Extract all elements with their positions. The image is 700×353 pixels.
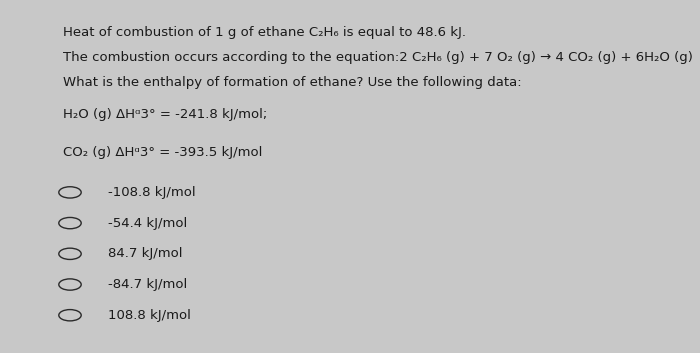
Text: What is the enthalpy of formation of ethane? Use the following data:: What is the enthalpy of formation of eth… <box>63 76 522 89</box>
Text: Heat of combustion of 1 g of ethane C₂H₆ is equal to 48.6 kJ.: Heat of combustion of 1 g of ethane C₂H₆… <box>63 26 466 40</box>
Text: -108.8 kJ/mol: -108.8 kJ/mol <box>108 186 196 199</box>
Text: -84.7 kJ/mol: -84.7 kJ/mol <box>108 278 188 291</box>
Text: CO₂ (g) ΔHᵅ3° = -393.5 kJ/mol: CO₂ (g) ΔHᵅ3° = -393.5 kJ/mol <box>63 146 262 160</box>
Text: 84.7 kJ/mol: 84.7 kJ/mol <box>108 247 183 260</box>
Text: H₂O (g) ΔHᵅ3° = -241.8 kJ/mol;: H₂O (g) ΔHᵅ3° = -241.8 kJ/mol; <box>63 108 267 121</box>
Text: -54.4 kJ/mol: -54.4 kJ/mol <box>108 217 188 229</box>
Text: 108.8 kJ/mol: 108.8 kJ/mol <box>108 309 191 322</box>
Text: The combustion occurs according to the equation:2 C₂H₆ (g) + 7 O₂ (g) → 4 CO₂ (g: The combustion occurs according to the e… <box>63 51 693 64</box>
